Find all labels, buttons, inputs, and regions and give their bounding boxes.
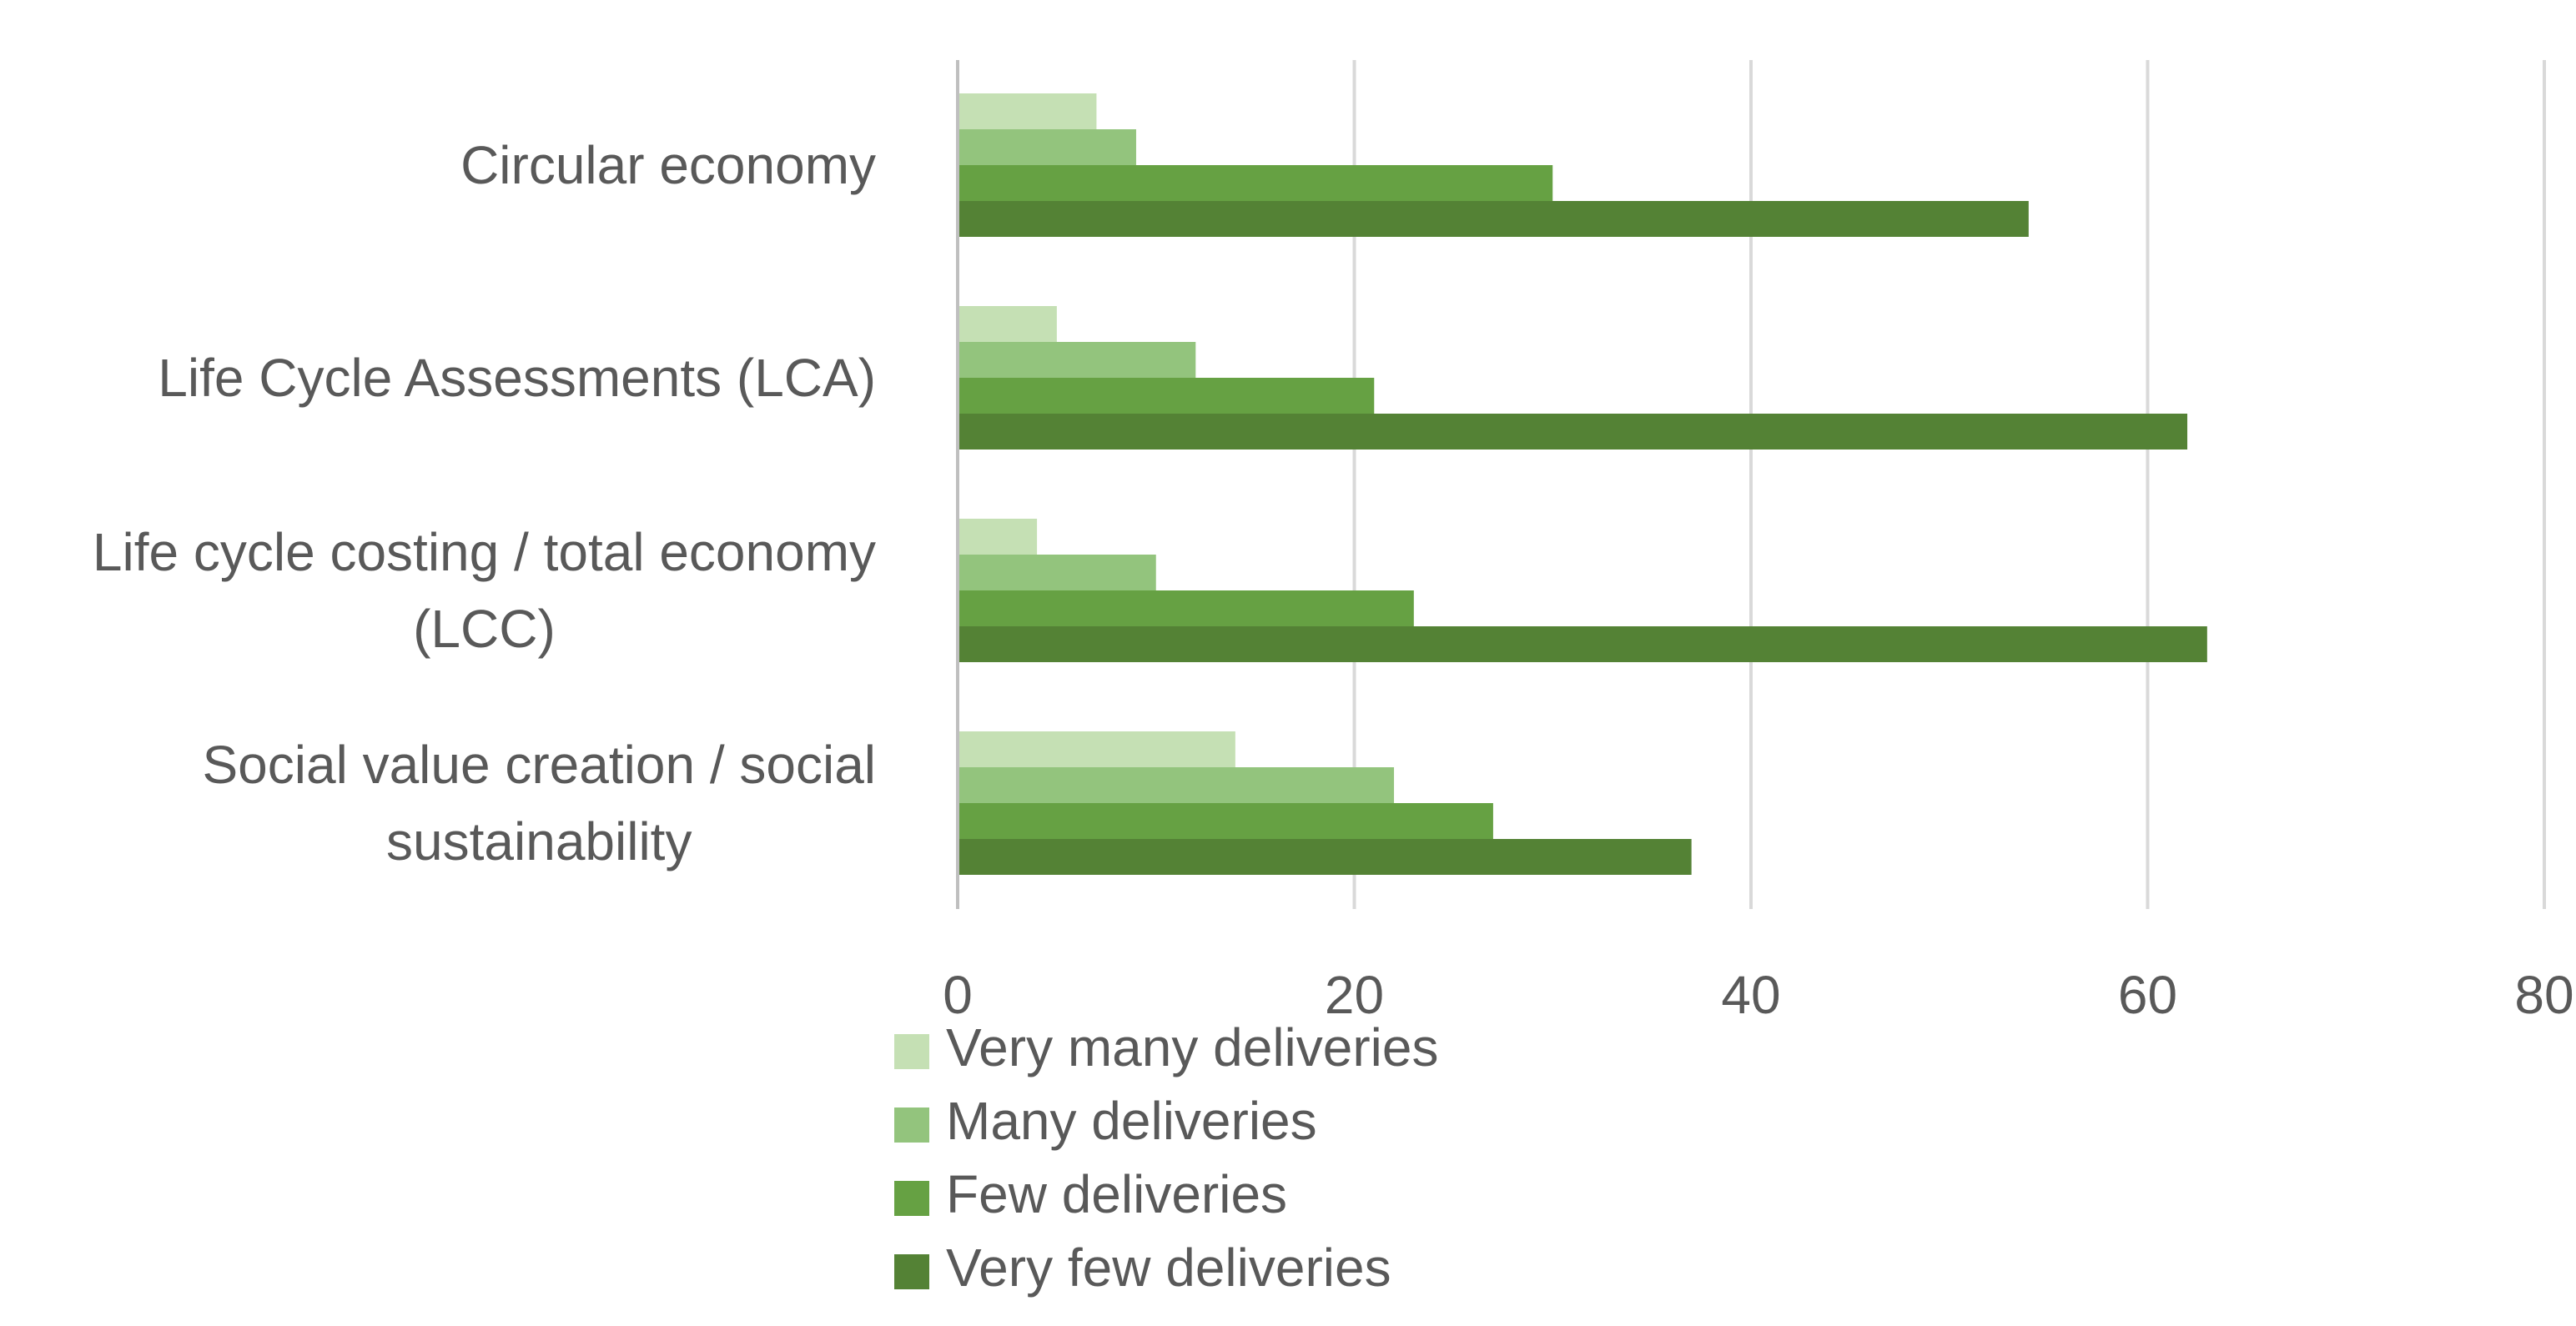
bar-0-3 <box>959 201 2029 237</box>
bar-3-0 <box>959 731 1235 767</box>
category-label-0-0: Circular economy <box>460 135 876 195</box>
bar-2-2 <box>959 590 1414 626</box>
legend-swatch-3 <box>894 1254 929 1289</box>
bar-1-1 <box>959 342 1196 378</box>
bar-0-0 <box>959 93 1097 129</box>
bar-1-2 <box>959 378 1375 414</box>
bar-1-3 <box>959 414 2188 450</box>
x-tick-label-20: 20 <box>1325 965 1384 1025</box>
category-label-1-0: Life Cycle Assessments (LCA) <box>158 348 876 408</box>
category-label-3-1: sustainability <box>386 811 692 871</box>
bar-0-1 <box>959 129 1136 165</box>
bars <box>959 93 2207 875</box>
category-label-2-1: (LCC) <box>413 599 556 659</box>
x-tick-label-0: 0 <box>943 965 973 1025</box>
category-label-3-0: Social value creation / social <box>202 735 876 795</box>
bar-1-0 <box>959 306 1057 342</box>
legend-label-3: Very few deliveries <box>946 1238 1391 1298</box>
legend-label-1: Many deliveries <box>946 1091 1317 1151</box>
x-tick-label-80: 80 <box>2514 965 2573 1025</box>
x-tick-labels: 0 20 40 60 80 <box>943 965 2573 1025</box>
legend-label-2: Few deliveries <box>946 1164 1287 1224</box>
bar-2-0 <box>959 519 1038 555</box>
bar-3-3 <box>959 839 1692 875</box>
category-labels: Circular economy Life Cycle Assessments (… <box>93 135 876 871</box>
legend-swatch-2 <box>894 1181 929 1216</box>
legend: Very many deliveries Many deliveries Few d… <box>894 1017 1438 1298</box>
x-tick-label-60: 60 <box>2118 965 2177 1025</box>
legend-label-0: Very many deliveries <box>946 1017 1438 1077</box>
bar-3-1 <box>959 767 1395 803</box>
bar-3-2 <box>959 803 1493 839</box>
category-label-2-0: Life cycle costing / total economy <box>93 522 876 582</box>
x-tick-label-40: 40 <box>1721 965 1780 1025</box>
bar-2-1 <box>959 555 1156 590</box>
legend-swatch-1 <box>894 1108 929 1143</box>
bar-2-3 <box>959 626 2207 662</box>
bar-0-2 <box>959 165 1553 201</box>
legend-swatch-0 <box>894 1034 929 1069</box>
